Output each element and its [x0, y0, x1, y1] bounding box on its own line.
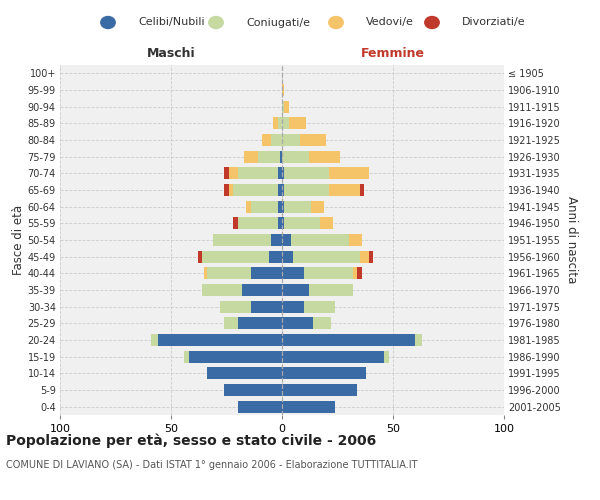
Text: Coniugati/e: Coniugati/e — [246, 18, 310, 28]
Bar — [204, 268, 206, 280]
Text: Celibi/Nubili: Celibi/Nubili — [138, 18, 205, 28]
Bar — [251, 268, 282, 280]
Bar — [262, 134, 271, 146]
Bar — [280, 150, 282, 162]
Bar — [329, 184, 360, 196]
Bar — [224, 184, 229, 196]
Bar — [308, 150, 340, 162]
Bar — [278, 184, 282, 196]
Bar — [282, 300, 304, 312]
Text: Popolazione per età, sesso e stato civile - 2006: Popolazione per età, sesso e stato civil… — [6, 433, 376, 448]
Bar — [360, 184, 364, 196]
Bar — [202, 250, 269, 262]
Bar — [278, 218, 282, 230]
Bar — [282, 250, 293, 262]
Bar — [247, 200, 251, 212]
Bar — [284, 218, 320, 230]
Text: Vedovi/e: Vedovi/e — [366, 18, 414, 28]
Bar — [282, 150, 308, 162]
Bar — [206, 368, 282, 380]
Bar — [229, 168, 238, 179]
Bar — [282, 200, 284, 212]
Bar — [271, 234, 282, 246]
Bar — [320, 218, 333, 230]
Bar — [300, 134, 326, 146]
Bar — [282, 118, 289, 130]
Bar — [244, 150, 257, 162]
Bar — [238, 168, 278, 179]
Bar — [158, 334, 282, 346]
Bar — [233, 218, 238, 230]
Bar — [358, 268, 362, 280]
Bar — [384, 350, 389, 362]
Text: Maschi: Maschi — [146, 47, 196, 60]
Bar — [284, 200, 311, 212]
Bar — [251, 200, 278, 212]
Bar — [273, 118, 278, 130]
Bar — [282, 284, 308, 296]
Bar — [278, 200, 282, 212]
Bar — [368, 250, 373, 262]
Bar — [220, 300, 251, 312]
Bar — [202, 284, 242, 296]
Bar — [224, 384, 282, 396]
Bar — [151, 334, 158, 346]
Bar — [284, 168, 329, 179]
Bar — [329, 168, 368, 179]
Text: Femmine: Femmine — [361, 47, 425, 60]
Bar — [284, 100, 289, 112]
Bar — [269, 250, 282, 262]
Bar — [282, 334, 415, 346]
Bar — [304, 268, 353, 280]
Bar — [304, 300, 335, 312]
Bar — [289, 118, 307, 130]
Bar — [184, 350, 189, 362]
Bar — [282, 234, 291, 246]
Bar — [360, 250, 368, 262]
Bar — [238, 318, 282, 330]
Bar — [311, 200, 324, 212]
Bar — [229, 184, 233, 196]
Bar — [242, 284, 282, 296]
Bar — [308, 284, 353, 296]
Bar — [213, 234, 271, 246]
Bar — [233, 184, 278, 196]
Bar — [282, 318, 313, 330]
Bar — [282, 384, 358, 396]
Bar — [282, 84, 284, 96]
Bar — [224, 168, 229, 179]
Bar — [278, 118, 282, 130]
Bar — [282, 134, 300, 146]
Bar — [189, 350, 282, 362]
Bar — [353, 268, 358, 280]
Y-axis label: Fasce di età: Fasce di età — [11, 205, 25, 275]
Bar — [197, 250, 202, 262]
Bar — [282, 218, 284, 230]
Bar — [224, 318, 238, 330]
Bar — [349, 234, 362, 246]
Bar — [278, 168, 282, 179]
Bar — [271, 134, 282, 146]
Text: Divorziati/e: Divorziati/e — [462, 18, 526, 28]
Y-axis label: Anni di nascita: Anni di nascita — [565, 196, 578, 284]
Bar — [282, 268, 304, 280]
Bar — [282, 400, 335, 412]
Bar — [284, 184, 329, 196]
Bar — [282, 368, 367, 380]
Bar — [291, 234, 349, 246]
Text: COMUNE DI LAVIANO (SA) - Dati ISTAT 1° gennaio 2006 - Elaborazione TUTTITALIA.IT: COMUNE DI LAVIANO (SA) - Dati ISTAT 1° g… — [6, 460, 418, 470]
Bar — [313, 318, 331, 330]
Bar — [282, 168, 284, 179]
Bar — [293, 250, 360, 262]
Bar — [415, 334, 422, 346]
Bar — [238, 400, 282, 412]
Bar — [282, 184, 284, 196]
Bar — [257, 150, 280, 162]
Bar — [282, 100, 284, 112]
Bar — [206, 268, 251, 280]
Bar — [238, 218, 278, 230]
Bar — [251, 300, 282, 312]
Bar — [282, 350, 384, 362]
